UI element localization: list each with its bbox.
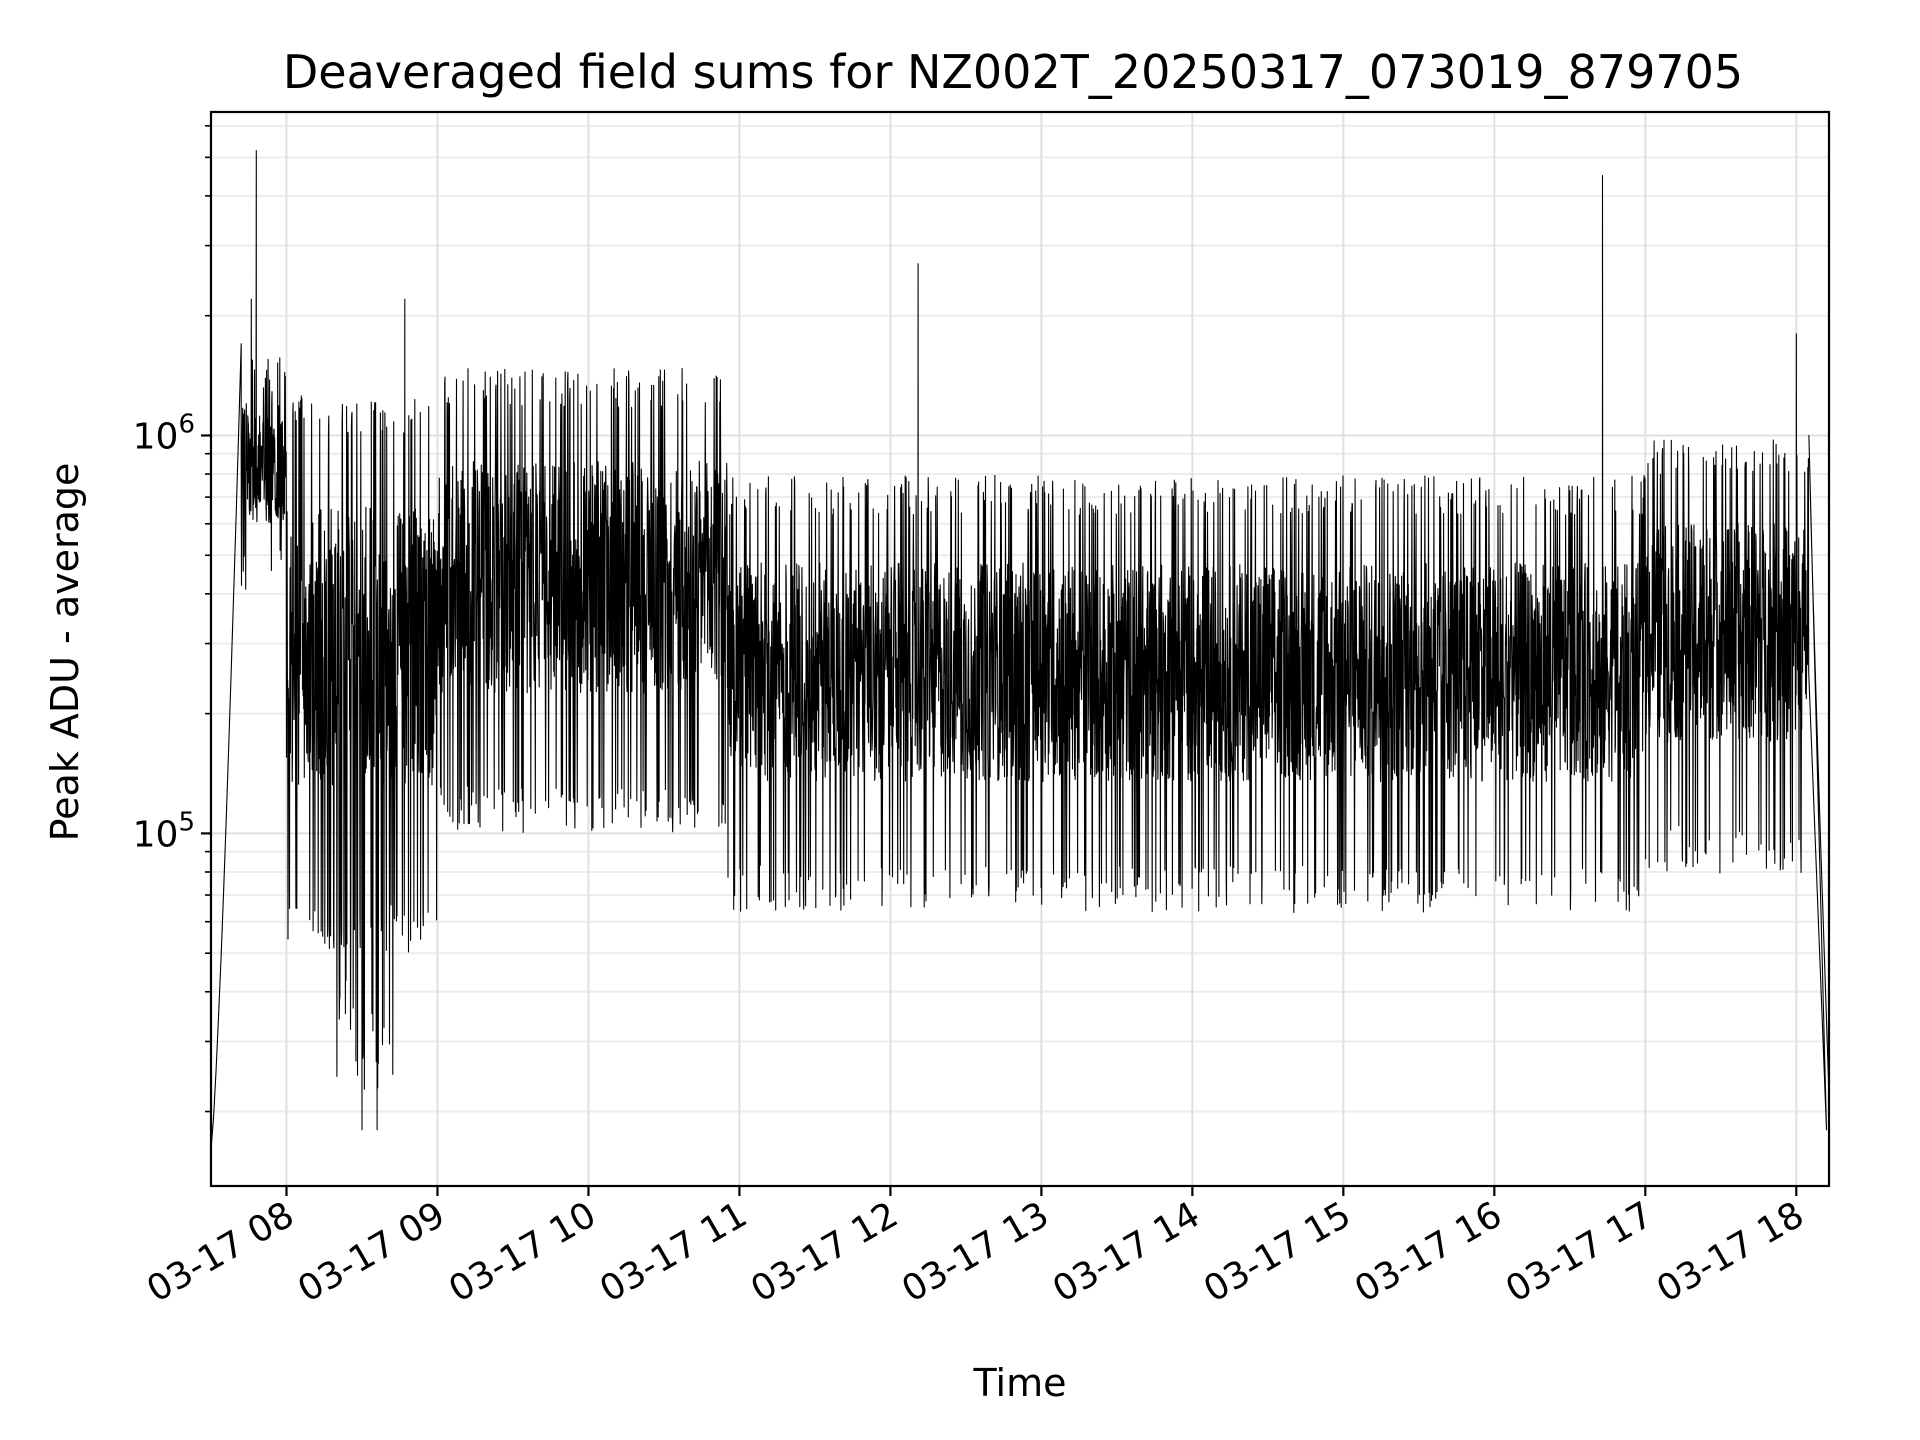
y-axis: 105 106 [133, 125, 211, 1113]
x-tick-label: 03-17 12 [744, 1194, 905, 1310]
plot-frame [209, 110, 1831, 1188]
y-tick-label: 106 [133, 409, 195, 457]
x-tick-label: 03-17 15 [1197, 1194, 1358, 1310]
x-tick-label: 03-17 09 [291, 1194, 452, 1310]
series-line [210, 150, 1830, 1151]
x-tick-label: 03-17 11 [593, 1194, 754, 1310]
y-axis-label: Peak ADU - average [43, 463, 87, 842]
y-tick-label: 105 [133, 807, 195, 855]
x-tick-label: 03-17 18 [1650, 1194, 1811, 1310]
x-tick-label: 03-17 13 [895, 1194, 1056, 1310]
x-axis-label: Time [973, 1361, 1067, 1405]
x-tick-label: 03-17 14 [1046, 1194, 1207, 1310]
x-tick-label: 03-17 17 [1499, 1194, 1660, 1310]
x-tick-label: 03-17 08 [140, 1194, 301, 1310]
x-tick-label: 03-17 10 [442, 1194, 603, 1310]
x-tick-label: 03-17 16 [1348, 1194, 1509, 1310]
chart-title: Deaveraged field sums for NZ002T_2025031… [283, 45, 1743, 99]
